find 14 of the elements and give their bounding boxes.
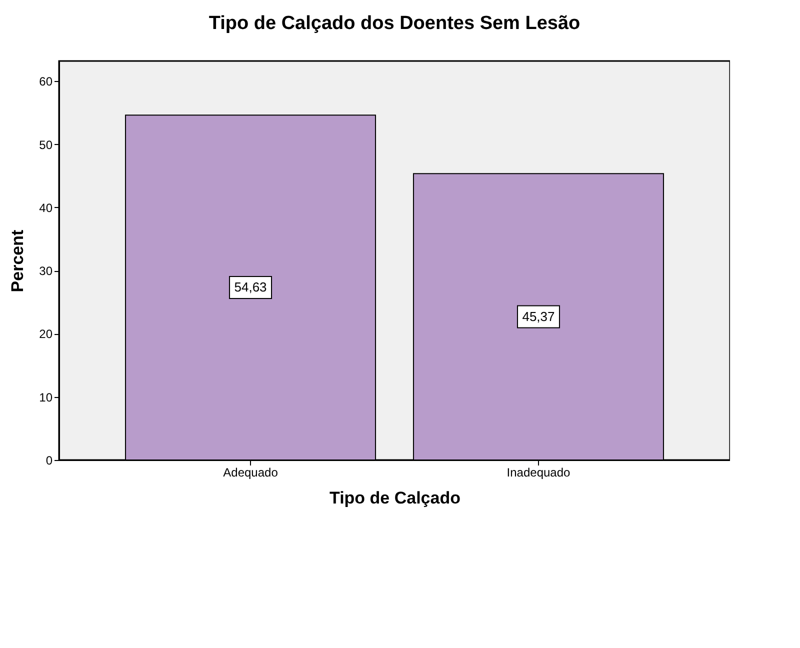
data-label: 54,63 — [234, 280, 267, 295]
y-axis-title: Percent — [8, 229, 28, 292]
x-axis-title: Tipo de Calçado — [330, 488, 460, 508]
x-tick-label: Inadequado — [506, 466, 571, 480]
y-tick-label: 50 — [39, 138, 53, 152]
y-tick-label: 60 — [39, 74, 53, 89]
y-tick-label: 40 — [39, 200, 53, 215]
y-tick-label: 10 — [39, 390, 53, 404]
y-tick-label: 20 — [39, 327, 53, 342]
y-tick-label: 30 — [39, 264, 53, 278]
x-tick-label: Adequado — [223, 466, 278, 480]
y-tick-label: 0 — [46, 454, 53, 468]
data-label: 45,37 — [522, 308, 555, 324]
chart-title: Tipo de Calçado dos Doentes Sem Lesão — [208, 13, 580, 34]
